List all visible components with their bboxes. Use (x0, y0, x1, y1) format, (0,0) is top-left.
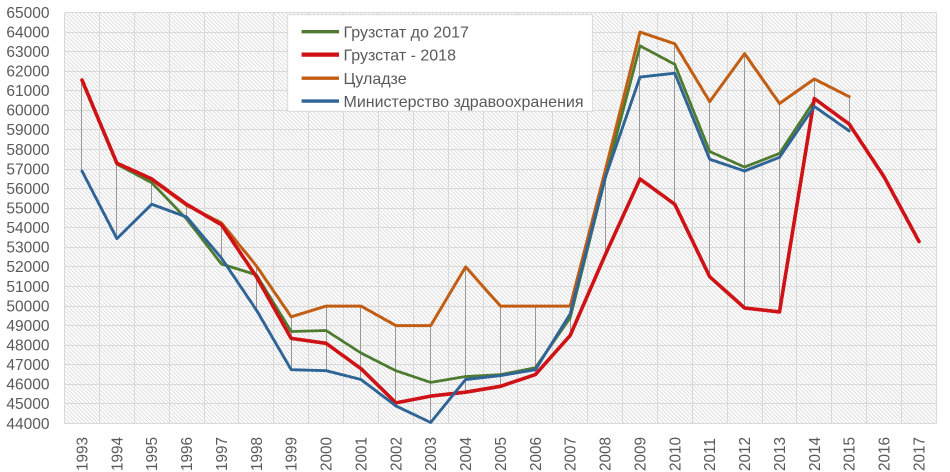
svg-text:63000: 63000 (6, 44, 49, 61)
svg-text:2000: 2000 (319, 437, 336, 471)
svg-text:1993: 1993 (75, 437, 92, 471)
svg-text:2016: 2016 (877, 437, 894, 471)
svg-text:61000: 61000 (6, 83, 49, 100)
svg-text:2001: 2001 (354, 437, 371, 471)
svg-text:62000: 62000 (6, 64, 49, 81)
svg-text:1997: 1997 (214, 437, 231, 471)
svg-text:46000: 46000 (6, 377, 49, 394)
svg-text:2008: 2008 (598, 437, 615, 471)
svg-text:1996: 1996 (179, 437, 196, 471)
svg-text:52000: 52000 (6, 259, 49, 276)
svg-text:2014: 2014 (807, 436, 824, 471)
svg-text:57000: 57000 (6, 161, 49, 178)
svg-text:49000: 49000 (6, 318, 49, 335)
svg-text:2002: 2002 (388, 437, 405, 471)
svg-text:Грузстат до 2017: Грузстат до 2017 (344, 25, 469, 42)
svg-text:59000: 59000 (6, 122, 49, 139)
svg-text:Цуладзе: Цуладзе (344, 71, 407, 88)
svg-text:2013: 2013 (772, 437, 789, 471)
svg-text:64000: 64000 (6, 24, 49, 41)
svg-text:50000: 50000 (6, 298, 49, 315)
svg-text:2009: 2009 (633, 437, 650, 471)
svg-text:1995: 1995 (144, 437, 161, 471)
svg-text:1994: 1994 (109, 436, 126, 471)
svg-text:2012: 2012 (737, 437, 754, 471)
svg-text:47000: 47000 (6, 357, 49, 374)
svg-text:54000: 54000 (6, 220, 49, 237)
svg-text:48000: 48000 (6, 338, 49, 355)
svg-text:Грузстат - 2018: Грузстат - 2018 (344, 47, 457, 64)
svg-text:65000: 65000 (6, 5, 49, 22)
svg-text:2003: 2003 (423, 437, 440, 471)
svg-text:44000: 44000 (6, 416, 49, 433)
svg-text:53000: 53000 (6, 240, 49, 257)
svg-text:56000: 56000 (6, 181, 49, 198)
svg-text:60000: 60000 (6, 103, 49, 120)
svg-text:2011: 2011 (702, 438, 719, 471)
svg-text:2006: 2006 (528, 437, 545, 471)
svg-text:2010: 2010 (667, 437, 684, 471)
svg-text:55000: 55000 (6, 201, 49, 218)
svg-text:2005: 2005 (493, 437, 510, 471)
svg-text:2004: 2004 (458, 436, 475, 471)
svg-text:1998: 1998 (249, 437, 266, 471)
svg-text:Министерство здравоохранения: Министерство здравоохранения (344, 94, 584, 111)
svg-text:2015: 2015 (842, 437, 859, 471)
svg-text:1999: 1999 (284, 437, 301, 471)
svg-text:45000: 45000 (6, 396, 49, 413)
svg-text:51000: 51000 (6, 279, 49, 296)
svg-text:2007: 2007 (563, 437, 580, 471)
svg-text:2017: 2017 (912, 437, 929, 471)
svg-text:58000: 58000 (6, 142, 49, 159)
